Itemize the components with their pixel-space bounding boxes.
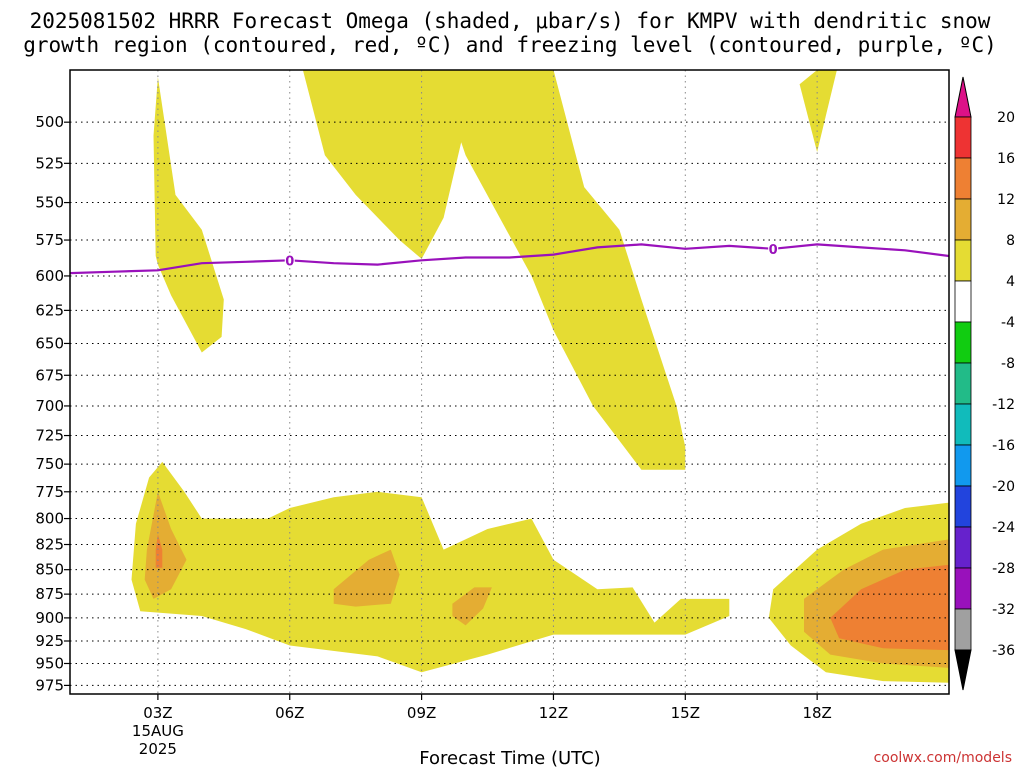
colorbar-label--4: -4: [1001, 315, 1015, 331]
plot-frame: [69, 69, 950, 695]
colorbar-bin--32--28: [954, 567, 972, 610]
colorbar-above-triangle: [954, 76, 972, 118]
colorbar-label--20: -20: [992, 479, 1015, 495]
colorbar-bin-16-20: [954, 116, 972, 159]
colorbar-label-16: 16: [997, 151, 1015, 167]
x-tick-label-12Z: 12Z: [539, 704, 568, 722]
grid-lines: [70, 70, 949, 694]
x-tick-year: 2025: [139, 740, 177, 758]
x-axis-label: Forecast Time (UTC): [419, 748, 600, 768]
y-tick-label-975: 975: [35, 676, 64, 694]
chart-title-line2: growth region (contoured, red, ºC) and f…: [23, 33, 997, 57]
omega-region-8-12-5: [144, 491, 187, 599]
colorbar-label--8: -8: [1001, 356, 1015, 372]
y-tick-label-575: 575: [35, 231, 64, 249]
colorbar-bin--36--32: [954, 608, 972, 651]
colorbar-label--32: -32: [992, 602, 1015, 618]
colorbar-bin--4-4: [954, 280, 972, 323]
colorbar-label--12: -12: [992, 397, 1015, 413]
colorbar-bin-12-16: [954, 157, 972, 200]
colorbar-bin--28--24: [954, 526, 972, 569]
y-tick-label-850: 850: [35, 561, 64, 579]
y-tick-label-750: 750: [35, 455, 64, 473]
colorbar: 20 16 12 8 4 -4 -8 -12 -16 -20 -24 -28 -32 -36: [954, 76, 1015, 691]
chart-title-line1: 2025081502 HRRR Forecast Omega (shaded, …: [30, 9, 991, 33]
freezing-level-label-0: 0: [285, 254, 294, 269]
colorbar-bin-4-8: [954, 239, 972, 282]
colorbar-bin--12--8: [954, 362, 972, 405]
y-axis-ticks: 500 525 550 575 600 625 650 675 700 725 750 775 800 8…: [35, 113, 70, 694]
y-tick-label-950: 950: [35, 654, 64, 672]
colorbar-label--24: -24: [992, 520, 1015, 536]
freezing-level-line: [70, 243, 949, 275]
y-tick-label-625: 625: [35, 301, 64, 319]
y-tick-label-925: 925: [35, 632, 64, 650]
y-tick-label-875: 875: [35, 585, 64, 603]
omega-region-12-16-10: [830, 564, 949, 651]
omega-region-8-12-6: [333, 549, 400, 607]
colorbar-label-12: 12: [997, 192, 1015, 208]
x-tick-date: 15AUG: [132, 722, 184, 740]
colorbar-label--36: -36: [992, 643, 1015, 659]
y-tick-label-600: 600: [35, 267, 64, 285]
omega-region-8-12-7: [452, 587, 492, 626]
colorbar-label--16: -16: [992, 438, 1015, 454]
y-tick-label-725: 725: [35, 427, 64, 445]
y-tick-label-650: 650: [35, 334, 64, 352]
y-tick-label-800: 800: [35, 510, 64, 528]
freezing-level-contour: 00: [70, 241, 949, 275]
x-tick-label-06Z: 06Z: [275, 704, 304, 722]
colorbar-label--28: -28: [992, 561, 1015, 577]
omega-shaded-regions: [131, 70, 949, 683]
freezing-label-bg-0: [284, 253, 295, 268]
y-tick-label-900: 900: [35, 609, 64, 627]
colorbar-bin--16--12: [954, 403, 972, 446]
colorbar-bin-8-12: [954, 198, 972, 241]
y-tick-label-550: 550: [35, 194, 64, 212]
x-tick-label-18Z: 18Z: [802, 704, 831, 722]
colorbar-label-20: 20: [997, 110, 1015, 126]
source-credit: coolwx.com/models: [874, 750, 1012, 766]
y-tick-label-775: 775: [35, 483, 64, 501]
colorbar-label-4: 4: [1006, 274, 1015, 290]
x-tick-label-03Z: 03Z: [143, 704, 172, 722]
omega-region-4-8-1: [302, 70, 686, 470]
colorbar-bin--20--16: [954, 444, 972, 487]
y-tick-label-675: 675: [35, 366, 64, 384]
y-tick-label-825: 825: [35, 536, 64, 554]
y-tick-label-500: 500: [35, 113, 64, 131]
y-tick-label-525: 525: [35, 154, 64, 172]
colorbar-below-triangle: [954, 649, 972, 691]
x-tick-label-15Z: 15Z: [671, 704, 700, 722]
y-tick-label-700: 700: [35, 397, 64, 415]
omega-region-4-8-3: [131, 461, 730, 673]
freezing-label-bg-1: [768, 241, 779, 256]
freezing-level-label-1: 0: [769, 243, 778, 258]
omega-region-4-8-2: [799, 70, 837, 152]
omega-region-4-8-0: [153, 77, 224, 353]
omega-region-12-16-9: [155, 534, 163, 568]
colorbar-label-8: 8: [1006, 233, 1015, 249]
colorbar-bin--8--4: [954, 321, 972, 364]
colorbar-bin--24--20: [954, 485, 972, 528]
x-tick-label-09Z: 09Z: [407, 704, 436, 722]
